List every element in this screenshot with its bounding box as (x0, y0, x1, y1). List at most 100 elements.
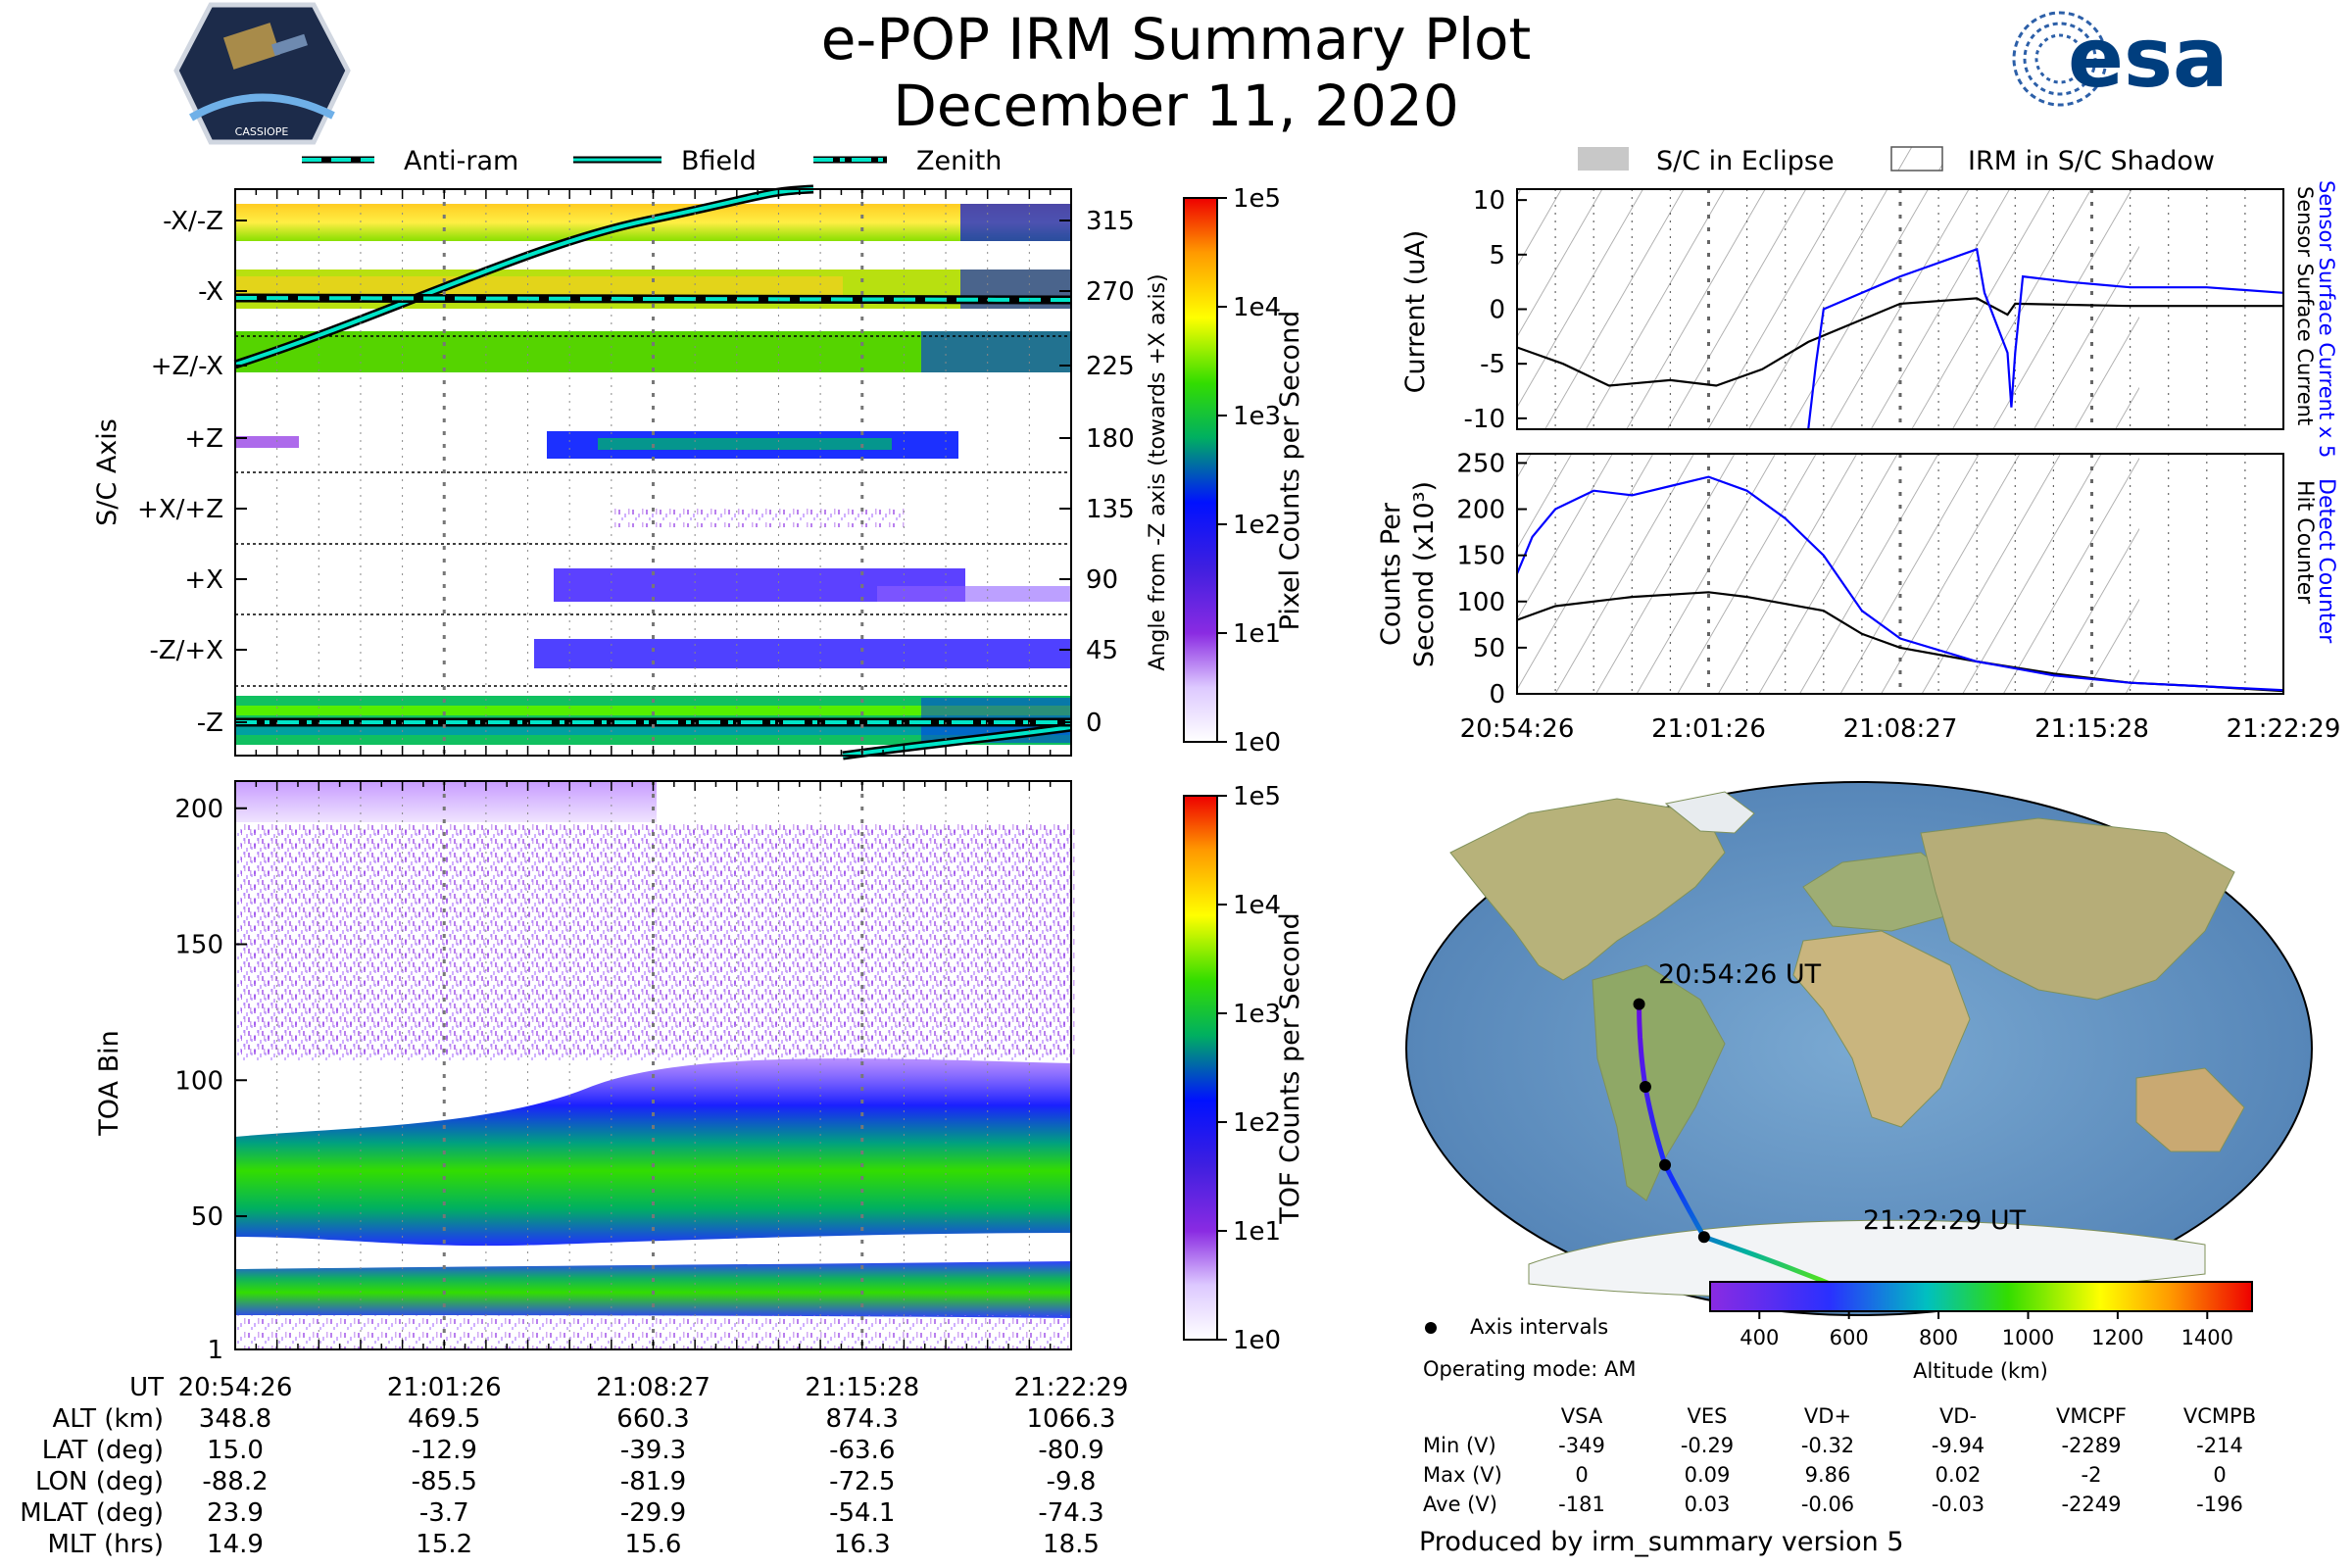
axis-name-label: +Z (184, 424, 223, 454)
cassiope-logo: CASSIOPE (173, 2, 351, 145)
voltage-value: 9.86 (1805, 1463, 1851, 1487)
footer-text: Produced by irm_summary version 5 (1419, 1527, 1904, 1557)
current-ylabel: Current (uA) (1400, 230, 1431, 394)
axis-name-label: +X/+Z (137, 495, 223, 524)
voltage-value: -0.06 (1801, 1493, 1854, 1516)
voltage-header: VD- (1939, 1404, 1977, 1428)
y-tick-label: 5 (1489, 241, 1505, 270)
ut-tick-label: 20:54:26 (178, 1373, 293, 1402)
voltage-header: VD+ (1804, 1404, 1851, 1428)
altitude-colorbar: 400 600 800 1000 1200 1400 Altitude (km) (1709, 1281, 2253, 1383)
voltage-value: 0 (2213, 1463, 2226, 1487)
y-tick-label: 0 (1489, 680, 1505, 710)
axis-panel-y2label: Angle from -Z axis (towards +X axis) (1146, 273, 1170, 670)
ephemeris-row-label: LON (deg) (35, 1467, 164, 1496)
colorbar-tick-label: 1e5 (1233, 782, 1281, 811)
voltage-value: 0.09 (1685, 1463, 1731, 1487)
ephemeris-value: 15.2 (416, 1530, 472, 1559)
y-tick-label: 50 (1473, 634, 1505, 663)
colorbar-tick-label: 1e5 (1233, 184, 1281, 214)
ephemeris-value: -85.5 (412, 1467, 477, 1496)
voltage-value: -0.03 (1932, 1493, 1984, 1516)
ut-label: UT (129, 1373, 164, 1402)
ut-tick-label: 21:15:28 (805, 1373, 919, 1402)
right-ut-tick-label: 21:08:27 (1843, 714, 1958, 744)
y-tick-label: 0 (1489, 296, 1505, 325)
ephemeris-value: 1066.3 (1027, 1404, 1116, 1434)
ephemeris-value: 660.3 (616, 1404, 689, 1434)
esa-logo-text: esa (2068, 10, 2229, 106)
ephemeris-row-label: MLT (hrs) (48, 1530, 165, 1559)
voltage-value: -2 (2082, 1463, 2102, 1487)
detect-counter-label: Detect Counter (2314, 478, 2338, 644)
axis-name-label: -Z/+X (149, 636, 223, 665)
pixel-colorbar-label: Pixel Counts per Second (1275, 311, 1305, 631)
toa-ylabel: TOA Bin (94, 1030, 124, 1136)
toa-tick-label: 50 (191, 1202, 223, 1232)
track-point (1639, 1080, 1651, 1093)
counts-ylabel-2: Second (x10³) (1409, 481, 1440, 667)
voltage-value: -349 (1558, 1434, 1605, 1457)
voltage-row-label: Ave (V) (1423, 1493, 1497, 1516)
colorbar-tick-label: 1e1 (1233, 619, 1281, 649)
ephemeris-value: 469.5 (408, 1404, 480, 1434)
voltage-value: -2289 (2061, 1434, 2121, 1457)
legend-eclipse: S/C in Eclipse (1656, 146, 1835, 176)
band-xz (612, 508, 906, 527)
legend-shadow: IRM in S/C Shadow (1968, 146, 2215, 176)
colorbar-tick-label: 1e0 (1233, 1326, 1281, 1355)
ephemeris-value: -74.3 (1038, 1498, 1103, 1528)
voltage-header: VCMPB (2183, 1404, 2256, 1428)
ephemeris-value: -12.9 (412, 1436, 477, 1465)
angle-tick-label: 315 (1086, 207, 1135, 236)
series-line (1516, 297, 2283, 387)
voltage-header: VSA (1561, 1404, 1603, 1428)
tof-colorbar-label: TOF Counts per Second (1275, 912, 1305, 1225)
pixel-colorbar: 1e5 1e4 1e3 1e2 1e1 1e0 Pixel Counts per Seco… (1183, 184, 1305, 758)
voltage-table: VSA VES VD+ VD- VMCPF VCMPB Min (V) -349 -0.29 -0… (1423, 1404, 2256, 1516)
colorbar-tick-label: 1e3 (1233, 402, 1281, 431)
band-zx (534, 639, 1071, 668)
ephemeris-value: -54.1 (829, 1498, 895, 1528)
series-line (1515, 475, 2284, 692)
band-pz-a (235, 436, 299, 448)
voltage-value: 0 (1575, 1463, 1588, 1487)
landmasses (1449, 791, 2245, 1298)
hit-counter-label: Hit Counter (2292, 480, 2317, 605)
angle-tick-label: 0 (1086, 709, 1102, 738)
y-tick-label: 10 (1473, 186, 1505, 216)
y-tick-label: 200 (1456, 496, 1505, 525)
axis-name-label: -Z (197, 709, 223, 738)
track-point (1633, 998, 1645, 1010)
ephemeris-value: 16.3 (834, 1530, 891, 1559)
colorbar-tick-label: 1e2 (1233, 511, 1281, 540)
axis-panel: -X/-Z 315 -X 270 +Z/-X 225 +Z 180 +X/+Z 135 +X 90 -Z… (92, 184, 1170, 760)
ephemeris-row-label: MLAT (deg) (20, 1498, 164, 1528)
angle-tick-label: 45 (1086, 636, 1118, 665)
altitude-tick-label: 1000 (2002, 1326, 2054, 1349)
counts-ylabel-1: Counts Per (1376, 502, 1406, 646)
ephemeris-row-label: LAT (deg) (42, 1436, 164, 1465)
ephemeris-value: -72.5 (829, 1467, 895, 1496)
counts-panel: 250 200 150 100 50 0 Counts Per Second (x10³)… (1376, 449, 2338, 710)
voltage-value: -0.32 (1801, 1434, 1854, 1457)
voltage-value: 0.03 (1685, 1493, 1731, 1516)
altitude-tick-label: 800 (1919, 1326, 1958, 1349)
ephemeris-value: 874.3 (826, 1404, 899, 1434)
track-end-label: 21:22:29 UT (1863, 1205, 2027, 1236)
ephemeris-value: 23.9 (207, 1498, 264, 1528)
right-ut-tick-label: 21:22:29 (2227, 714, 2341, 744)
y-tick-label: 100 (1456, 588, 1505, 617)
voltage-value: -2249 (2061, 1493, 2121, 1516)
altitude-tick-label: 400 (1740, 1326, 1779, 1349)
ephemeris-value: 14.9 (207, 1530, 264, 1559)
voltage-value: -214 (2196, 1434, 2243, 1457)
y-tick-label: -10 (1464, 405, 1505, 434)
colorbar-tick-label: 1e0 (1233, 728, 1281, 758)
angle-tick-label: 270 (1086, 277, 1135, 307)
altitude-tick-label: 1200 (2091, 1326, 2143, 1349)
esa-logo: esa (2012, 10, 2229, 107)
ephemeris-value: 18.5 (1043, 1530, 1100, 1559)
current-series-label: Sensor Surface Current (2293, 186, 2317, 425)
